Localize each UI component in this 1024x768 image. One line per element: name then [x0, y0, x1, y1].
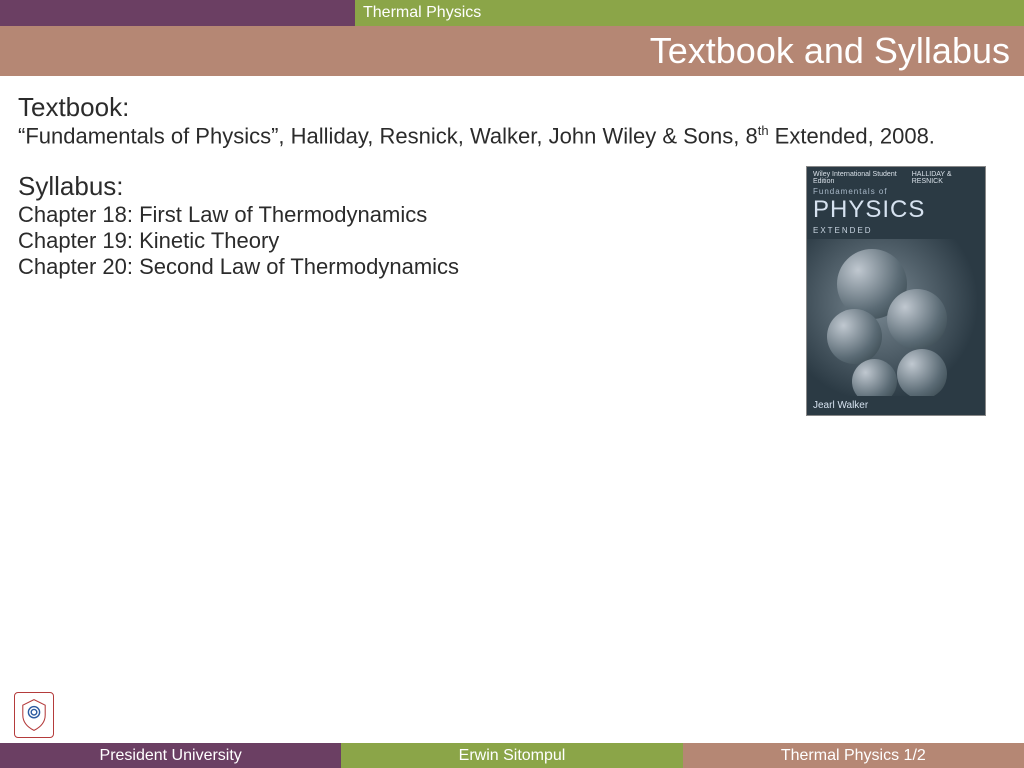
- book-cover-author: Jearl Walker: [807, 396, 985, 415]
- book-cover-extended: EXTENDED: [807, 226, 985, 239]
- footer-bar: President University Erwin Sitompul Ther…: [0, 743, 1024, 768]
- textbook-citation-pre: “Fundamentals of Physics”, Halliday, Res…: [18, 123, 758, 148]
- header-top-row: Thermal Physics: [0, 0, 1024, 26]
- breadcrumb: Thermal Physics: [355, 0, 1024, 26]
- textbook-citation: “Fundamentals of Physics”, Halliday, Res…: [18, 123, 1006, 149]
- footer-right: Thermal Physics 1/2: [683, 743, 1024, 768]
- book-cover-subtitle: Fundamentals of: [807, 187, 985, 196]
- book-cover-edition-tag: Wiley International Student Edition HALL…: [807, 167, 985, 187]
- header-accent-block: [0, 0, 355, 26]
- footer-center: Erwin Sitompul: [341, 743, 682, 768]
- textbook-edition-superscript: th: [758, 123, 769, 138]
- textbook-label: Textbook:: [18, 92, 1006, 123]
- shield-icon: [20, 698, 48, 732]
- university-logo: [14, 692, 54, 738]
- book-cover-art: [807, 239, 985, 396]
- book-cover-title: PHYSICS: [807, 196, 985, 226]
- page-title: Textbook and Syllabus: [0, 26, 1024, 76]
- footer-left: President University: [0, 743, 341, 768]
- book-cover-image: Wiley International Student Edition HALL…: [806, 166, 986, 416]
- textbook-citation-post: Extended, 2008.: [769, 123, 935, 148]
